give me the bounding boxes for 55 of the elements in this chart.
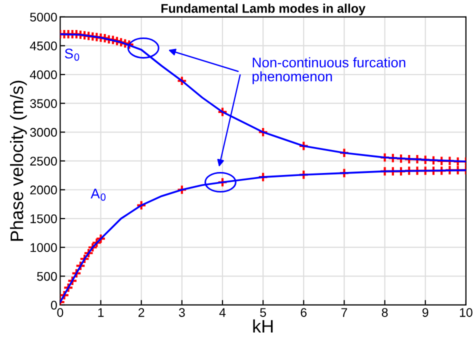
point	[452, 156, 464, 167]
y-tick-label: 5000	[30, 12, 57, 22]
point	[412, 166, 422, 176]
x-tick-label: 6	[300, 308, 307, 317]
y-tick-label: 1500	[30, 214, 57, 224]
y-tick-label: 3000	[30, 128, 57, 137]
series-label: A$_{0}$	[90, 188, 106, 201]
point	[396, 166, 406, 177]
y-tick-label: 1000	[30, 243, 57, 252]
point	[436, 166, 447, 176]
point	[176, 76, 188, 86]
x-tick-label: 9	[422, 308, 428, 317]
point	[176, 184, 188, 195]
point	[428, 155, 439, 166]
point	[96, 234, 106, 244]
x-tick-label: 8	[382, 308, 388, 317]
y-tick-label: 500	[37, 272, 57, 281]
x-tick-label: 1	[98, 308, 104, 317]
point	[136, 200, 147, 211]
point	[380, 152, 390, 163]
y-tick-label: 2500	[30, 156, 57, 166]
x-tick-label: 2	[138, 308, 144, 317]
point	[412, 154, 422, 164]
point	[339, 148, 350, 158]
x-tick-label: 10	[460, 308, 472, 317]
point	[420, 166, 431, 176]
point	[217, 106, 228, 118]
point	[298, 140, 309, 152]
point	[388, 152, 398, 164]
point	[420, 154, 431, 165]
series-label: S$_{0}$	[64, 48, 80, 61]
x-tick-label: 3	[178, 308, 185, 317]
x-tick-label: 4	[219, 308, 226, 317]
point	[444, 164, 455, 176]
x-tick-label: 5	[260, 308, 266, 317]
annotation: Non-continuous furcation phenomenon	[252, 57, 406, 84]
y-tick-label: 2000	[30, 186, 57, 194]
point	[388, 166, 398, 177]
point	[258, 126, 268, 138]
chart-title: Fundamental Lamb modes in alloy	[161, 4, 366, 16]
point	[404, 166, 414, 176]
point	[428, 166, 439, 176]
y-axis-title: Phase velocity (m/s)	[10, 80, 27, 241]
point	[404, 154, 414, 164]
y-tick-label: 3500	[30, 99, 57, 108]
x-tick-label: 0	[57, 308, 64, 317]
y-tick-label: 0	[50, 300, 57, 310]
x-axis-title: kH	[253, 319, 273, 332]
point	[298, 170, 309, 180]
y-tick-label: 4000	[30, 70, 57, 80]
line-series	[60, 33, 466, 162]
point	[452, 164, 464, 176]
x-tick-label: 7	[341, 308, 348, 317]
point	[436, 156, 447, 166]
y-tick-label: 4500	[30, 42, 57, 50]
